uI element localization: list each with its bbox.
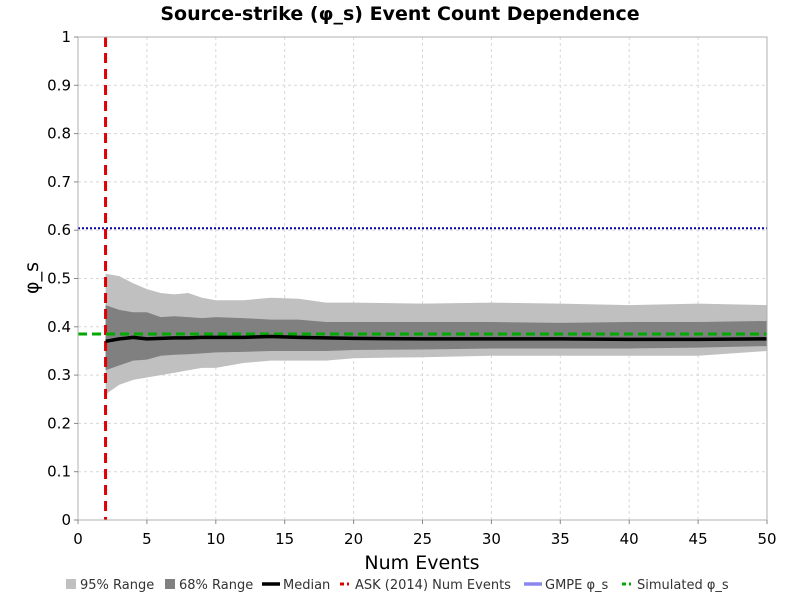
y-tick-label-5: 0.5 xyxy=(47,270,71,288)
y-tick-label-7: 0.7 xyxy=(47,173,71,191)
x-tick-label-6: 30 xyxy=(482,530,501,548)
y-tick-label-10: 1 xyxy=(61,28,71,46)
legend-label-4: GMPE φ_s xyxy=(545,578,609,593)
y-axis-label: φ_s xyxy=(21,262,43,294)
y-tick-label-8: 0.8 xyxy=(47,125,71,143)
x-tick-label-10: 50 xyxy=(757,530,776,548)
legend-label-5: Simulated φ_s xyxy=(637,578,729,593)
reference-lines xyxy=(78,37,767,520)
x-tick-label-0: 0 xyxy=(73,530,83,548)
x-tick-label-7: 35 xyxy=(551,530,570,548)
x-tick-label-4: 20 xyxy=(344,530,363,548)
y-tick-label-6: 0.6 xyxy=(47,221,71,239)
x-axis-label: Num Events xyxy=(364,552,479,574)
y-tick-label-1: 0.1 xyxy=(47,463,71,481)
x-tick-label-3: 15 xyxy=(275,530,294,548)
median-line-group xyxy=(105,334,768,344)
legend-label-1: 68% Range xyxy=(179,578,253,593)
legend-swatch-0 xyxy=(66,579,76,589)
y-tick-label-2: 0.2 xyxy=(47,414,71,432)
y-tick-label-0: 0 xyxy=(61,511,71,529)
legend-label-3: ASK (2014) Num Events xyxy=(355,578,511,593)
legend-label-2: Median xyxy=(283,578,330,593)
legend-swatch-1 xyxy=(165,579,175,589)
chart-title: Source-strike (φ_s) Event Count Dependen… xyxy=(160,3,639,25)
x-tick-label-5: 25 xyxy=(413,530,432,548)
median-line xyxy=(105,334,768,344)
grid xyxy=(78,37,767,520)
x-axis-ticks: 0 5 10 15 20 25 30 35 40 45 50 xyxy=(73,520,777,548)
x-tick-label-2: 10 xyxy=(206,530,225,548)
y-tick-label-9: 0.9 xyxy=(47,76,71,94)
x-tick-label-9: 45 xyxy=(689,530,708,548)
x-tick-label-8: 40 xyxy=(620,530,639,548)
y-tick-label-3: 0.3 xyxy=(47,366,71,384)
legend-label-0: 95% Range xyxy=(80,578,154,593)
y-tick-label-4: 0.4 xyxy=(47,318,71,336)
y-axis-ticks: 0 0.1 0.2 0.3 0.4 0.5 0.6 0.7 0.8 0.9 1 xyxy=(47,28,78,529)
legend: 95% Range 68% Range Median ASK (2014) Num E… xyxy=(66,578,729,593)
x-tick-label-1: 5 xyxy=(142,530,152,548)
